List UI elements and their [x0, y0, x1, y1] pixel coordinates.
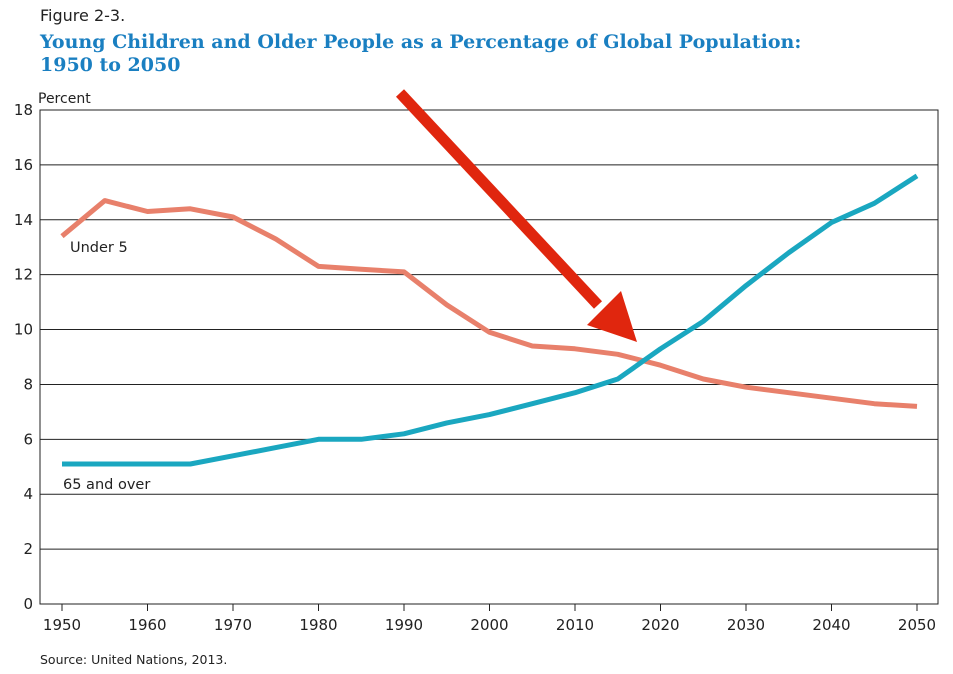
y-tick-label: 8 [23, 375, 33, 393]
y-tick-label: 2 [23, 540, 33, 558]
y-tick-label: 10 [14, 321, 33, 339]
series-label-under5: Under 5 [70, 240, 128, 256]
under5-line [60, 198, 918, 409]
x-tick-label: 2040 [812, 616, 850, 634]
x-tick-label: 1970 [214, 616, 252, 634]
axis-layer: 0 2 4 6 8 10 12 14 16 18 1950 1960 1970 1980 1990 2000 2… [14, 101, 936, 634]
x-tick-label: 2050 [898, 616, 936, 634]
chart-title-line1: Young Children and Older People as a Per… [40, 31, 802, 53]
y-axis-label: Percent [38, 91, 91, 107]
grid-layer [39, 109, 939, 605]
y-tick-label: 6 [23, 430, 33, 448]
over65-line [62, 173, 919, 467]
x-tick-label: 2020 [641, 616, 679, 634]
y-tick-label: 16 [14, 156, 33, 174]
arrow-shaft [395, 89, 603, 309]
series-label-layer: Under 5 65 and over [63, 240, 150, 493]
figure-label: Figure 2-3. [40, 6, 126, 25]
chart-title-line2: 1950 to 2050 [40, 54, 181, 76]
y-tick-label: 4 [23, 485, 33, 503]
chart-title: Young Children and Older People as a Per… [40, 31, 920, 77]
y-tick-label: 18 [14, 101, 33, 119]
x-tick-label: 1990 [385, 616, 423, 634]
x-tick-label: 1980 [299, 616, 337, 634]
arrow-head [587, 291, 637, 342]
y-tick-label: 12 [14, 266, 33, 284]
x-tick-label: 1950 [43, 616, 81, 634]
x-tick-label: 2000 [470, 616, 508, 634]
source-note: Source: United Nations, 2013. [40, 652, 228, 667]
x-tick-label: 1960 [128, 616, 166, 634]
series-label-over65: 65 and over [63, 477, 150, 493]
annotation-arrow [395, 89, 637, 342]
y-tick-label: 14 [14, 211, 33, 229]
series-layer [60, 173, 919, 467]
x-tick-label: 2030 [727, 616, 765, 634]
x-tick-label: 2010 [556, 616, 594, 634]
y-tick-label: 0 [23, 595, 33, 613]
